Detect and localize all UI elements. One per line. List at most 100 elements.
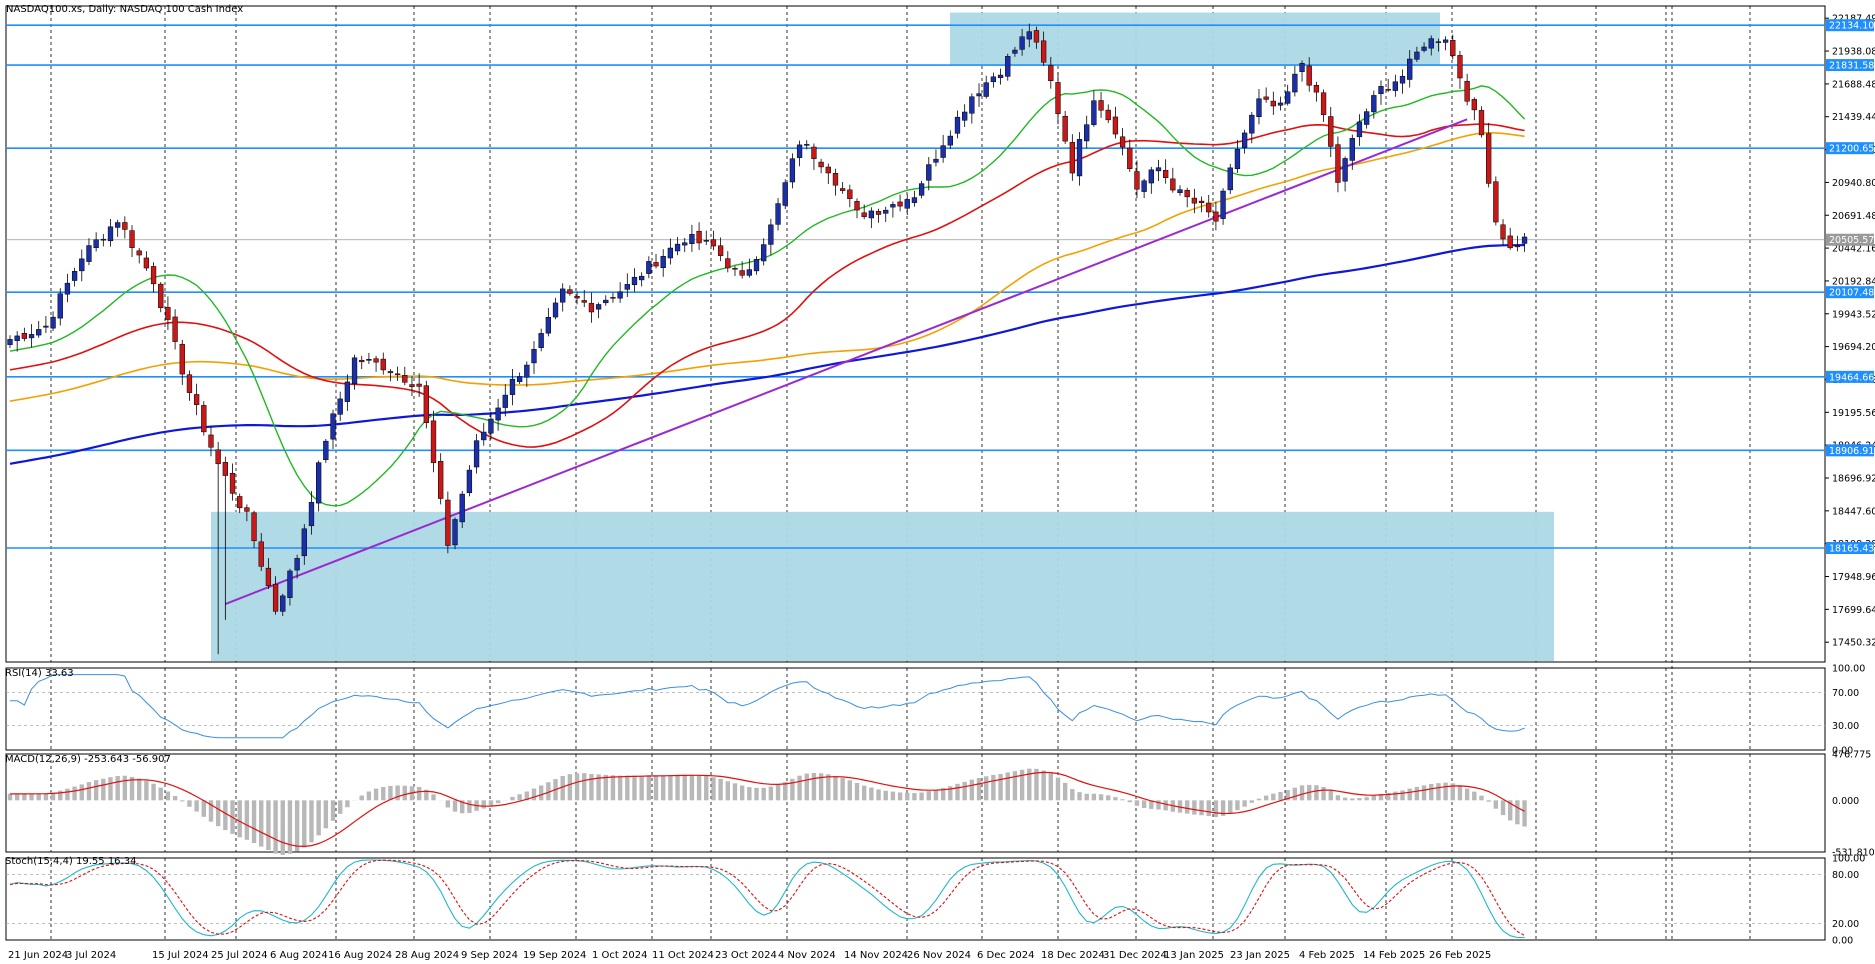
macd-bar: [1443, 782, 1448, 801]
price-level-label-3: 20107.48: [1829, 288, 1874, 299]
candle-body: [423, 385, 429, 423]
macd-bar: [416, 786, 422, 801]
macd-bar: [345, 800, 350, 808]
macd-bar: [108, 777, 113, 801]
macd-bar: [1106, 795, 1111, 801]
stoch-tick-2: 20.00: [1832, 919, 1859, 930]
macd-bar: [201, 800, 207, 817]
candle-body: [1299, 63, 1305, 72]
candle-body: [28, 334, 35, 339]
macd-bar: [395, 785, 400, 801]
macd-bar: [495, 800, 501, 804]
candle-body: [725, 258, 731, 269]
macd-bar: [172, 795, 178, 801]
price-level-tag: [1826, 142, 1874, 155]
macd-bar: [632, 775, 637, 801]
price-level-tag: [1826, 59, 1874, 72]
candle-body: [990, 76, 997, 83]
stoch-d-line: [9, 859, 1525, 936]
macd-bar: [1098, 794, 1104, 801]
candle-body: [7, 339, 13, 345]
date-label-11: 23 Oct 2024: [715, 950, 777, 961]
macd-bar: [323, 800, 329, 829]
candle-body: [1471, 99, 1477, 111]
candle-body: [115, 222, 121, 228]
candle-body: [36, 329, 42, 336]
macd-bar: [890, 791, 896, 801]
candle-body: [861, 212, 867, 217]
macd-bar: [1335, 795, 1341, 801]
candle-body: [330, 413, 336, 440]
macd-bar: [1436, 783, 1441, 801]
candle-body: [143, 257, 150, 269]
macd-bar: [14, 793, 20, 801]
candle-body: [1062, 115, 1068, 142]
y-tick-label-8: 20192.84: [1832, 276, 1875, 287]
price-level-tag: [1826, 286, 1874, 299]
macd-bar: [926, 791, 931, 801]
macd-bar: [617, 775, 623, 801]
macd-bar: [668, 775, 673, 801]
macd-bar: [137, 778, 142, 801]
candle-body: [1328, 116, 1334, 147]
macd-bar: [1407, 788, 1412, 801]
candle-body: [272, 583, 279, 612]
candle-body: [1399, 75, 1406, 84]
macd-bar: [589, 773, 594, 801]
macd-bar: [596, 774, 601, 801]
macd-bar: [1479, 795, 1484, 801]
candle-body: [811, 146, 817, 160]
candle-body: [768, 224, 774, 245]
candle-body: [394, 373, 401, 376]
macd-bar: [316, 800, 321, 836]
macd-bar: [129, 776, 135, 801]
y-tick-label-15: 18447.60: [1832, 506, 1875, 517]
candle-body: [969, 96, 975, 114]
candle-body: [466, 469, 473, 493]
macd-label: MACD(12,26,9) -253.643 -56.907: [5, 754, 171, 765]
candle-body: [560, 288, 566, 303]
candle-body: [1227, 167, 1233, 191]
macd-bar: [187, 800, 192, 807]
candle-body: [1076, 139, 1083, 177]
macd-bar: [732, 783, 738, 801]
candle-body: [452, 519, 458, 546]
macd-bar: [833, 776, 838, 801]
chart-title: NASDAQ100.xs, Daily: NASDAQ 100 Cash Ind…: [6, 4, 243, 15]
macd-bar: [1127, 800, 1132, 803]
candle-body: [1292, 73, 1298, 93]
macd-bar: [1206, 800, 1211, 817]
macd-bar: [1177, 800, 1183, 813]
candle-body: [50, 316, 56, 329]
candle-body: [1005, 56, 1011, 77]
candle-body: [150, 266, 157, 285]
macd-bar: [366, 791, 372, 801]
candle-body: [739, 270, 745, 276]
macd-bar: [1515, 800, 1520, 825]
stoch-label: Stoch(15,4,4) 19.55 16.34: [5, 856, 136, 867]
candle-body: [732, 267, 738, 270]
macd-bar: [1012, 771, 1018, 801]
macd-bar: [22, 793, 27, 801]
macd-bar: [65, 788, 70, 801]
date-label-18: 13 Jan 2025: [1164, 950, 1224, 961]
macd-bar: [739, 785, 745, 801]
macd-bar: [337, 800, 343, 814]
macd-bar: [165, 791, 171, 801]
date-label-9: 1 Oct 2024: [592, 950, 647, 961]
candle-body: [761, 244, 767, 262]
macd-bar: [388, 785, 393, 801]
y-tick-label-17: 17948.96: [1832, 572, 1875, 583]
candle-body: [502, 394, 508, 408]
macd-bar: [424, 789, 429, 801]
macd-bar: [660, 775, 666, 801]
candle-body: [1249, 114, 1255, 134]
macd-bar: [93, 780, 99, 801]
macd-bar: [1120, 799, 1125, 801]
macd-bar: [811, 772, 817, 801]
macd-bar: [1357, 798, 1362, 801]
candle-body: [847, 189, 853, 199]
candle-body: [646, 261, 652, 274]
candle-body: [1435, 41, 1442, 43]
price-level-label-0: 22134.10: [1829, 21, 1874, 32]
